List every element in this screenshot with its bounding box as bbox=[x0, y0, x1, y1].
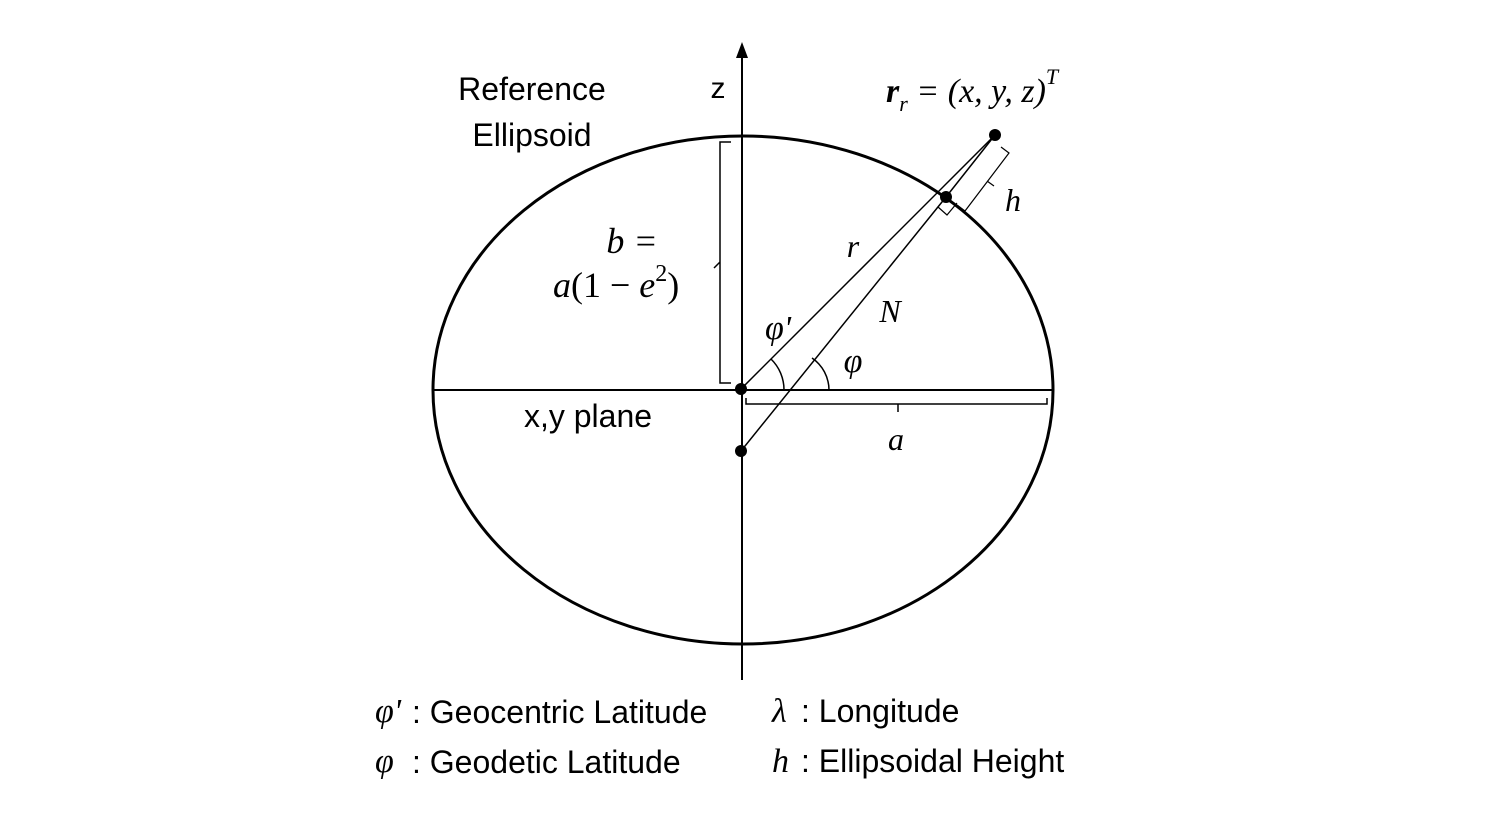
r-label: r bbox=[847, 228, 860, 264]
legend-symbol-geodetic: φ bbox=[375, 743, 394, 780]
position-vector-tuple: = (x, y, z) bbox=[908, 73, 1046, 110]
phi-arc bbox=[811, 357, 830, 391]
a-bracket bbox=[745, 398, 1048, 412]
ellipsoid-center-point bbox=[735, 383, 747, 395]
position-vector-superscript: T bbox=[1046, 64, 1060, 89]
legend-text-longitude: : Longitude bbox=[801, 693, 959, 729]
z-axis-label: z bbox=[711, 72, 726, 105]
reference-label-line2: Ellipsoid bbox=[472, 117, 591, 153]
normal-line-N bbox=[740, 196, 947, 452]
N-label: N bbox=[878, 293, 902, 329]
legend-symbol-geocentric: φ' bbox=[375, 693, 402, 730]
surface-point bbox=[940, 191, 952, 203]
right-angle-marker bbox=[937, 202, 958, 216]
phi-prime-label: φ' bbox=[765, 310, 792, 347]
position-vector-label: rr = (x, y, z)T bbox=[886, 64, 1060, 116]
reference-label-line1: Reference bbox=[458, 71, 606, 107]
b-formula-sup: 2 bbox=[655, 261, 667, 287]
legend-text-height: : Ellipsoidal Height bbox=[801, 743, 1064, 779]
b-formula-close: ) bbox=[667, 265, 679, 305]
a-label: a bbox=[888, 421, 904, 457]
b-formula-open: (1 − bbox=[571, 265, 639, 305]
b-bracket bbox=[713, 141, 731, 384]
position-vector-subscript: r bbox=[899, 91, 908, 116]
b-formula-a: a bbox=[553, 265, 571, 305]
xy-plane-label: x,y plane bbox=[524, 398, 652, 434]
position-point bbox=[989, 129, 1001, 141]
phi-label: φ bbox=[844, 343, 863, 380]
b-formula-e: e bbox=[639, 265, 655, 305]
legend-symbol-height: h bbox=[772, 743, 789, 780]
h-bracket bbox=[956, 146, 1010, 212]
legend: φ' : Geocentric Latitude λ : Longitude φ… bbox=[375, 693, 1064, 780]
phi-prime-arc bbox=[770, 358, 785, 391]
normal-intersection-point bbox=[735, 445, 747, 457]
height-line-h bbox=[945, 134, 996, 198]
legend-text-geocentric: : Geocentric Latitude bbox=[412, 694, 707, 730]
legend-text-geodetic: : Geodetic Latitude bbox=[412, 744, 681, 780]
z-axis-arrow bbox=[736, 42, 748, 58]
legend-symbol-longitude: λ bbox=[771, 693, 787, 730]
position-vector-symbol: r bbox=[886, 73, 900, 110]
h-label: h bbox=[1005, 182, 1021, 218]
b-formula: a(1 − e2) bbox=[553, 261, 679, 305]
r-vector-line bbox=[740, 134, 996, 390]
b-label: b = bbox=[606, 221, 657, 261]
